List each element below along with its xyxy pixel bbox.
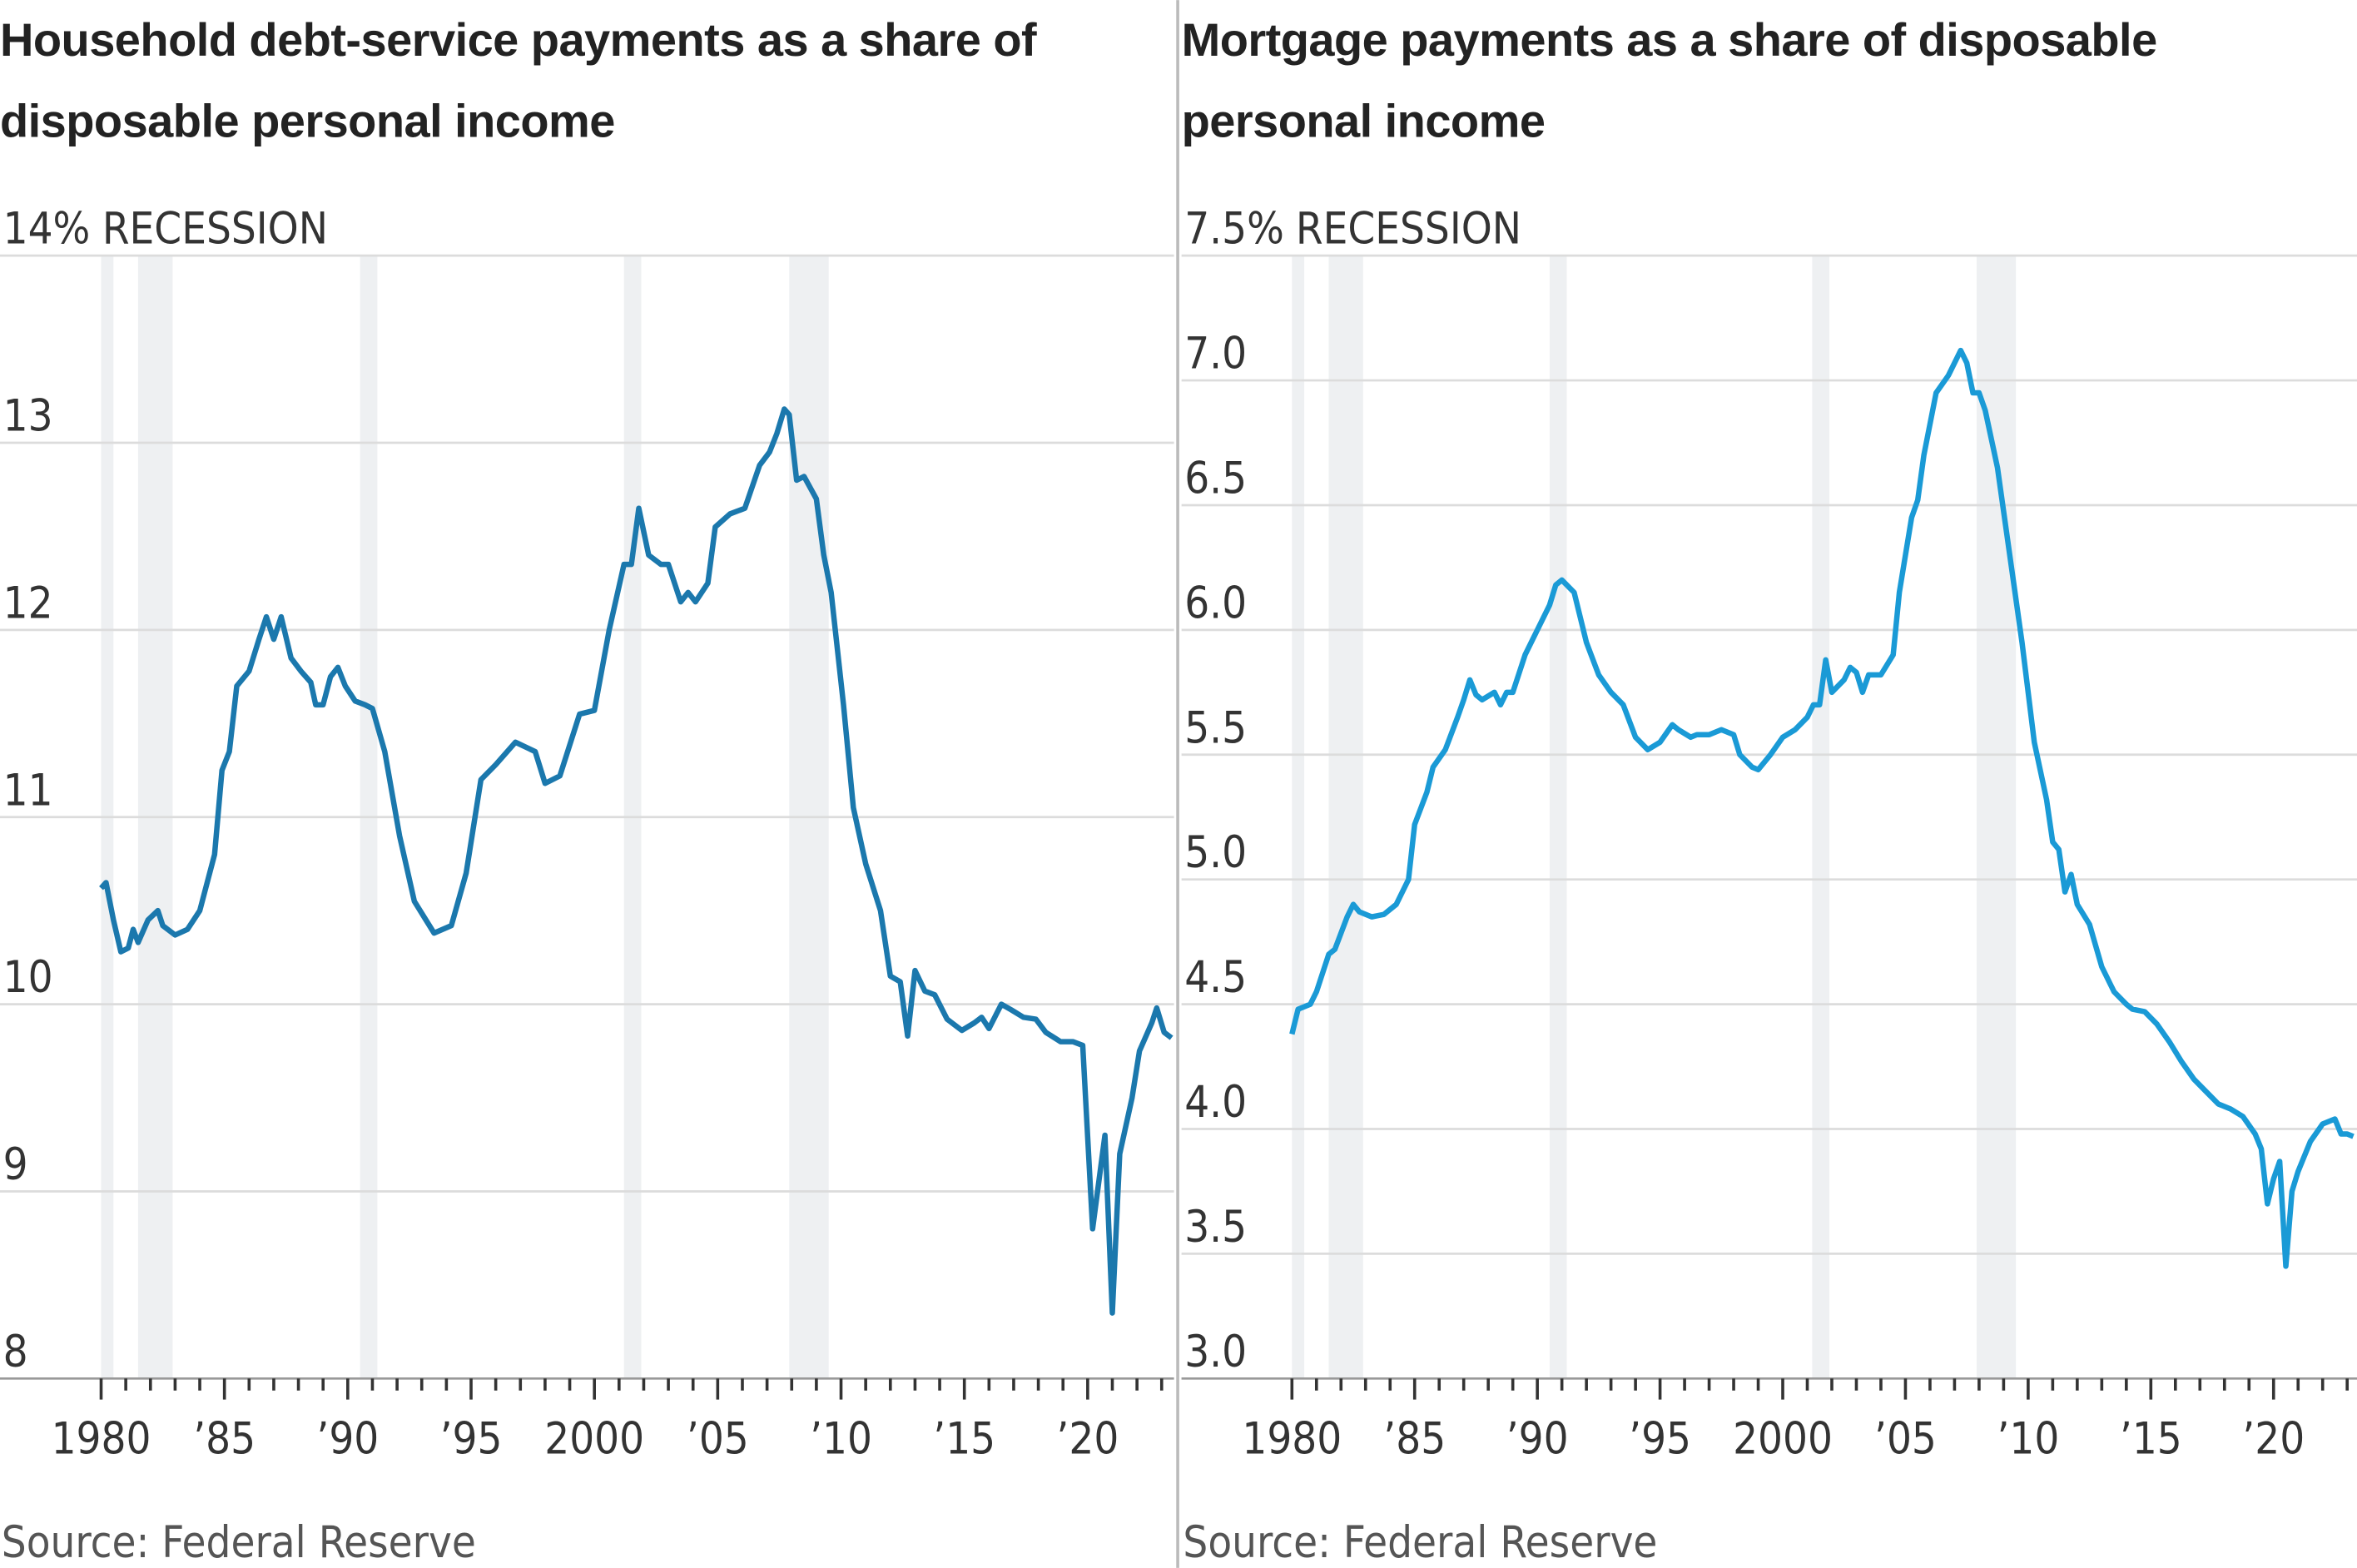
title-box: Household debt-service payments as a sha…: [0, 13, 1037, 148]
x-tick-label: 1980: [52, 1414, 151, 1465]
data-line: [99, 406, 1174, 1316]
recession-band: [1812, 256, 1830, 1379]
y-tick-label: 8: [3, 1327, 28, 1377]
x-tick-label: ’15: [933, 1414, 995, 1465]
source: Source: Federal Reserve: [2, 1517, 476, 1568]
x-tick-label: 1980: [1242, 1414, 1342, 1465]
y-tick-label: 7.5%: [1184, 204, 1284, 255]
y-tick-label: 7.0: [1184, 329, 1247, 380]
source: Source: Federal Reserve: [1183, 1517, 1657, 1568]
y-tick-label: 4.0: [1184, 1077, 1247, 1128]
x-tick-label: ’05: [1874, 1414, 1937, 1465]
y-tick-label: 6.0: [1184, 578, 1247, 628]
recession-band: [1328, 256, 1363, 1379]
y-tick-label: 14%: [3, 204, 91, 255]
y-tick-label: 6.5: [1184, 454, 1247, 504]
x-tick-label: ’10: [810, 1414, 872, 1465]
y-tick-label: 10: [3, 952, 53, 1003]
recession-band: [1549, 256, 1567, 1379]
recession-legend: RECESSION: [102, 204, 328, 255]
x-tick-label: ’95: [1629, 1414, 1691, 1465]
x-tick-label: ’95: [440, 1414, 503, 1465]
x-tick-label: ’10: [1997, 1414, 2059, 1465]
recession-band: [1976, 256, 2017, 1379]
x-tick-label: ’15: [2120, 1414, 2182, 1465]
x-tick-label: 2000: [1733, 1414, 1833, 1465]
recession-legend: RECESSION: [1296, 204, 1521, 255]
y-tick-label: 3.0: [1184, 1327, 1247, 1377]
y-tick-label: 5.5: [1184, 702, 1247, 753]
recession-band: [1292, 256, 1305, 1379]
y-tick-label: 11: [3, 765, 53, 816]
y-tick-label: 13: [3, 391, 53, 442]
y-tick-label: 9: [3, 1139, 28, 1190]
data-line: [1289, 347, 2355, 1269]
y-tick-label: 12: [3, 578, 53, 628]
x-tick-label: ’85: [1383, 1414, 1446, 1465]
y-tick-label: 5.0: [1184, 827, 1247, 878]
x-tick-label: ’90: [1506, 1414, 1569, 1465]
x-tick-label: ’90: [316, 1414, 379, 1465]
x-tick-label: 2000: [544, 1414, 644, 1465]
x-tick-label: ’20: [2242, 1414, 2305, 1465]
x-tick-label: ’20: [1056, 1414, 1119, 1465]
x-tick-label: ’85: [193, 1414, 256, 1465]
x-tick-label: ’05: [687, 1414, 749, 1465]
y-tick-label: 4.5: [1184, 952, 1247, 1003]
y-tick-label: 3.5: [1184, 1202, 1247, 1253]
title-box: Mortgage payments as a share of disposab…: [1181, 13, 2158, 148]
chart-title: Mortgage payments as a share of disposab…: [1181, 13, 2158, 148]
chart-title: Household debt-service payments as a sha…: [0, 13, 1037, 148]
